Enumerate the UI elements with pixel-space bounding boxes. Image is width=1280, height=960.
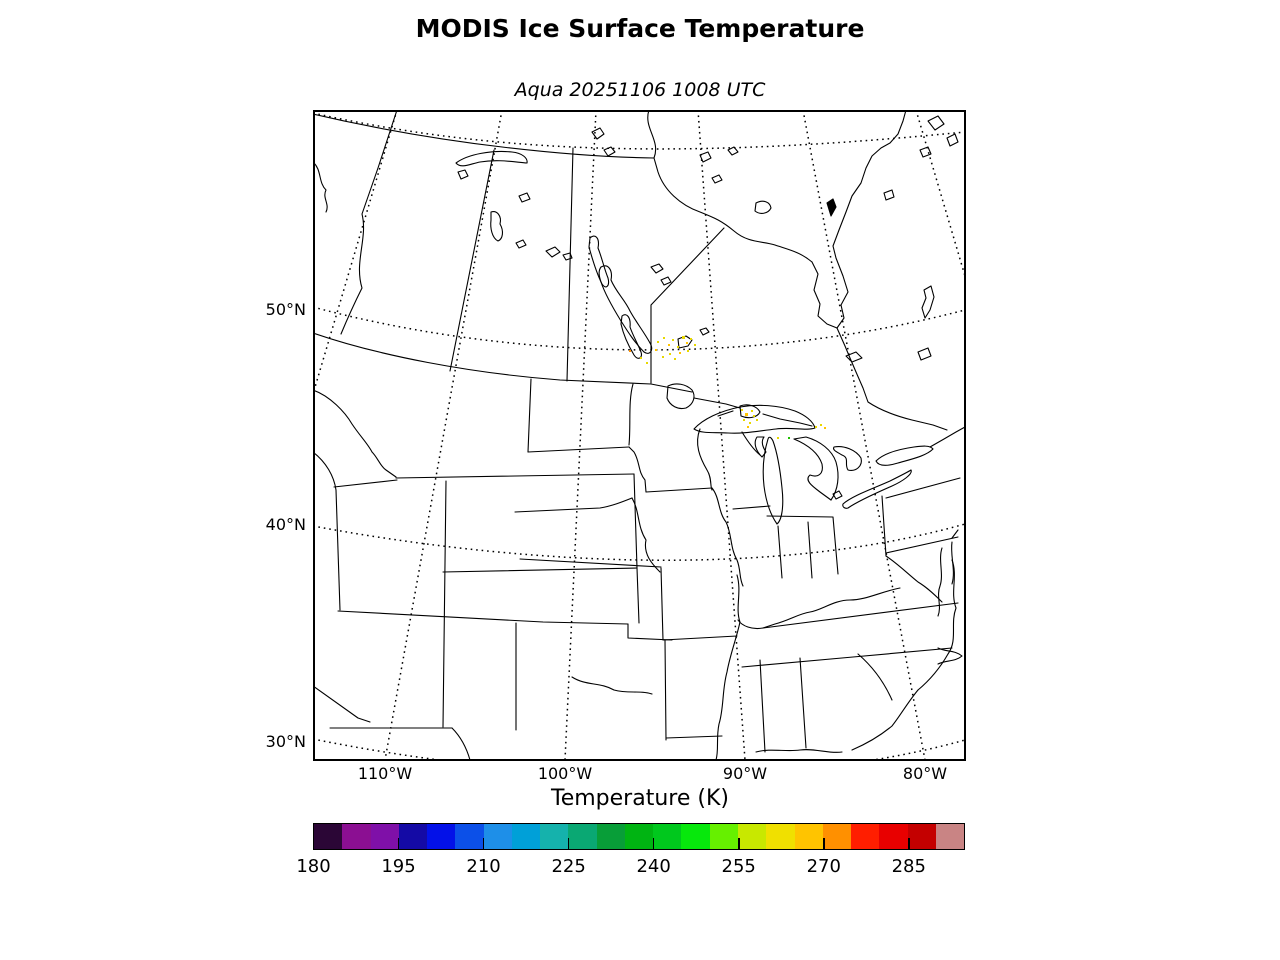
ice-pixel (745, 413, 748, 416)
colorbar-segment (935, 824, 965, 849)
lon-label-100w: 100°W (537, 764, 593, 783)
ice-temperature-pixels (629, 336, 826, 439)
colorbar-segment (794, 824, 823, 849)
ice-pixel (629, 350, 631, 352)
colorbar-segment (907, 824, 936, 849)
ice-pixel (824, 427, 826, 429)
figure-subtitle: Aqua 20251106 1008 UTC (514, 79, 766, 101)
colorbar-tick-mark (567, 838, 570, 850)
coastlines-and-borders (312, 109, 966, 761)
colorbar-tick-mark (737, 838, 740, 850)
colorbar-tick-mark (822, 838, 825, 850)
ice-pixel (646, 362, 648, 364)
ice-pixel (677, 346, 679, 348)
colorbar (313, 823, 965, 850)
ice-pixel (756, 419, 758, 421)
ice-pixel (690, 338, 692, 340)
ice-pixel (663, 337, 665, 339)
colorbar-tick-label: 240 (636, 856, 671, 877)
colorbar-tick-label: 225 (551, 856, 586, 877)
ice-pixel (682, 336, 685, 339)
map-plot-area (312, 109, 966, 777)
colorbar-segment (427, 824, 456, 849)
colorbar-segment (596, 824, 625, 849)
colorbar-segment (851, 824, 880, 849)
colorbar-label: Temperature (K) (551, 786, 729, 811)
ice-pixel (686, 342, 688, 344)
colorbar-tick-label: 255 (721, 856, 756, 877)
colorbar-tick-mark (397, 838, 400, 850)
colorbar-segment (540, 824, 569, 849)
ice-pixel (777, 437, 779, 439)
colorbar-tick-mark (482, 838, 485, 850)
ice-pixel (820, 424, 822, 426)
map-canvas (312, 109, 966, 777)
colorbar-tick-label: 180 (296, 856, 331, 877)
ice-pixel (751, 410, 753, 412)
colorbar-segment (370, 824, 399, 849)
colorbar-segment (709, 824, 738, 849)
ice-pixel (753, 415, 755, 417)
ice-pixel (655, 349, 657, 351)
ice-pixel (669, 353, 671, 355)
ice-pixel (662, 356, 664, 358)
colorbar-tick-label: 270 (806, 856, 841, 877)
lon-label-110w: 110°W (357, 764, 413, 783)
colorbar-segment (398, 824, 428, 849)
map-border (313, 110, 966, 761)
colorbar-tick-mark (908, 838, 910, 850)
colorbar-tick-label: 210 (466, 856, 501, 877)
colorbar-segment (568, 824, 597, 849)
ice-pixel (741, 409, 743, 411)
ice-pixel (668, 344, 670, 346)
colorbar-tick-mark (652, 838, 655, 850)
ice-pixel (749, 422, 751, 424)
colorbar-segment (455, 824, 484, 849)
lat-label-40n: 40°N (265, 515, 306, 534)
ice-pixel (679, 352, 681, 354)
figure-title: MODIS Ice Surface Temperature (415, 14, 865, 43)
ice-pixel (672, 339, 674, 341)
colorbar-segment (653, 824, 682, 849)
lat-label-30n: 30°N (265, 732, 306, 751)
ice-pixel (687, 350, 689, 352)
ice-pixel (815, 426, 817, 428)
ice-pixel (674, 358, 676, 360)
colorbar-segment (879, 824, 908, 849)
colorbar-tick-label: 285 (891, 856, 926, 877)
lon-label-90w: 90°W (722, 764, 768, 783)
colorbar-segment (766, 824, 795, 849)
colorbar-segment (314, 824, 343, 849)
colorbar-segment (483, 824, 512, 849)
colorbar-segment (342, 824, 371, 849)
ice-pixel (747, 426, 749, 428)
colorbar-segment (822, 824, 852, 849)
ice-pixel (694, 344, 696, 346)
ice-pixel (640, 357, 642, 359)
colorbar-tick-label: 195 (381, 856, 416, 877)
colorbar-segment (511, 824, 541, 849)
colorbar-segment (681, 824, 710, 849)
graticule (312, 109, 966, 777)
colorbar-segment (624, 824, 654, 849)
ice-pixel (657, 341, 659, 343)
lon-label-80w: 80°W (902, 764, 948, 783)
lat-label-50n: 50°N (265, 300, 306, 319)
ice-pixel (743, 419, 745, 421)
ice-pixel (788, 437, 790, 439)
colorbar-segment (737, 824, 767, 849)
